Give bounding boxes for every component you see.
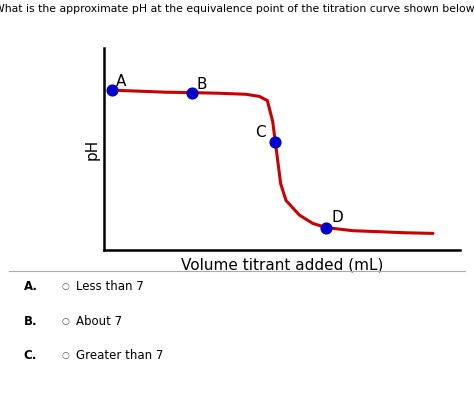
Text: What is the approximate pH at the equivalence point of the titration curve shown: What is the approximate pH at the equiva… [0, 4, 474, 14]
Point [109, 87, 116, 93]
Text: Less than 7: Less than 7 [76, 280, 144, 293]
Text: ○: ○ [62, 351, 70, 360]
Y-axis label: pH: pH [85, 139, 100, 160]
Text: ○: ○ [62, 317, 70, 326]
Text: C.: C. [24, 349, 37, 362]
Text: B.: B. [24, 315, 37, 328]
Text: About 7: About 7 [76, 315, 122, 328]
Point [322, 224, 330, 231]
Text: Greater than 7: Greater than 7 [76, 349, 163, 362]
Text: C: C [255, 125, 266, 140]
Point [189, 89, 196, 96]
Text: B: B [197, 77, 207, 92]
Text: D: D [331, 210, 343, 225]
X-axis label: Volume titrant added (mL): Volume titrant added (mL) [181, 257, 383, 272]
Text: A.: A. [24, 280, 38, 293]
Text: ○: ○ [62, 282, 70, 291]
Text: A: A [116, 74, 127, 89]
Point [272, 139, 279, 145]
